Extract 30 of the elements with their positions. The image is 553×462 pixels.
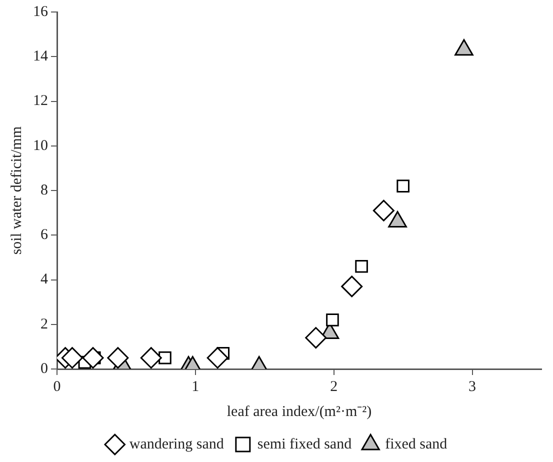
y-tick-label: 2 — [40, 316, 48, 332]
point — [61, 347, 83, 369]
y-tick-label: 10 — [33, 138, 48, 154]
y-axis-title: soil water deficit/mm — [8, 126, 25, 255]
x-axis-title: leaf area index/(m²·m⁻²) — [226, 404, 372, 420]
y-tick-label: 4 — [40, 272, 48, 288]
y-tick-label: 6 — [40, 227, 48, 244]
point — [326, 314, 339, 326]
x-tick-label: 1 — [192, 378, 200, 395]
point — [396, 180, 410, 192]
y-tick-label: 12 — [33, 93, 48, 110]
x-tick-label: 3 — [468, 378, 476, 395]
y-tick-label: 16 — [33, 4, 48, 20]
y-tick-label: 8 — [40, 182, 48, 198]
x-tick-label: 2 — [330, 378, 338, 395]
point — [107, 347, 129, 369]
point — [355, 260, 368, 273]
x-tick-label: 0 — [53, 378, 61, 395]
legend-label: fixed sand — [385, 436, 448, 452]
point — [341, 276, 363, 298]
y-tick-label: 0 — [40, 360, 48, 377]
point — [140, 347, 162, 369]
point — [158, 351, 172, 364]
point — [206, 347, 228, 369]
point — [305, 327, 327, 349]
point — [372, 200, 394, 222]
legend-label: wandering sand — [129, 436, 224, 452]
point — [82, 347, 104, 369]
y-tick-label: 14 — [33, 48, 48, 65]
legend-label: semi fixed sand — [257, 436, 352, 452]
